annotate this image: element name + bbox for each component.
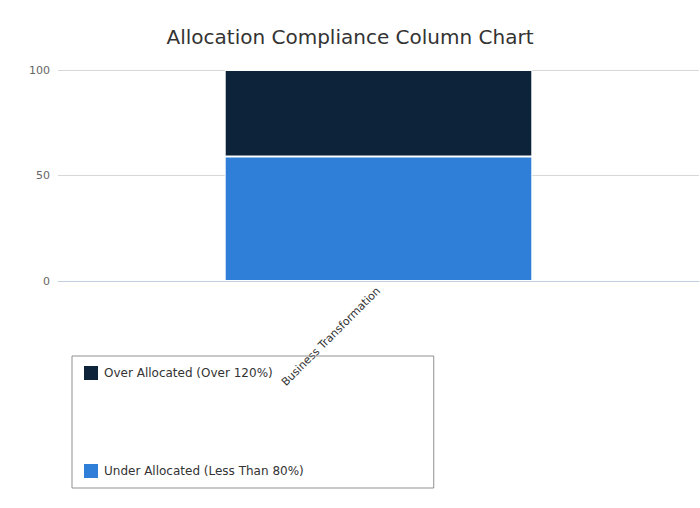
svg-text:Under Allocated (Less Than 80%: Under Allocated (Less Than 80%) — [104, 464, 304, 478]
svg-text:50: 50 — [36, 169, 50, 182]
svg-text:0: 0 — [43, 275, 50, 288]
svg-text:Allocation Compliance Column C: Allocation Compliance Column Chart — [167, 25, 534, 49]
svg-text:100: 100 — [29, 64, 50, 77]
svg-text:Over Allocated (Over 120%): Over Allocated (Over 120%) — [104, 366, 273, 380]
svg-text:Business Transformation: Business Transformation — [278, 284, 384, 389]
